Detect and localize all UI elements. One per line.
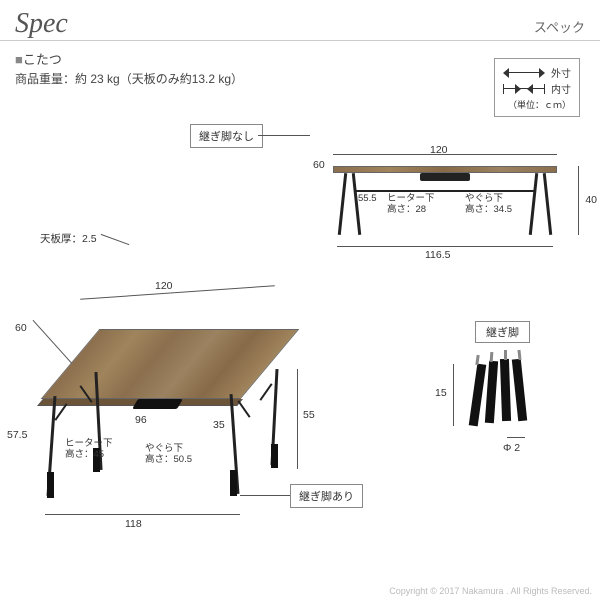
ext-leg-piece [47,472,54,498]
ext-leg-piece [485,361,498,423]
ext-leg-piece [500,359,511,421]
dim-iso-leg-inner: 57.5 [7,429,27,441]
table-leg [529,173,538,235]
ext-legs-detail: 継ぎ脚 15 Φ 2 [445,349,555,489]
dim-line [45,514,240,515]
dim-iso-depth: 60 [15,322,27,334]
header: Spec スペック [0,0,600,41]
dim-line [453,364,454,426]
legend-outer-row: 外寸 [503,65,571,80]
dim-side-yagura: やぐら下 高さ：34.5 [465,194,512,216]
dim-line [578,166,579,235]
dim-iso-yagura: やぐら下 高さ：50.5 [145,444,192,466]
l2: 高さ： [65,449,94,460]
v: 34.5 [494,204,513,215]
dim-iso-height: 55 [303,409,315,421]
with-ext-legs-box: 継ぎ脚あり [290,484,363,508]
table-leg [338,173,347,235]
outer-dim-arrow-icon [503,68,545,78]
side-view-table: 120 60 55.5 ヒーター下 高さ：28 やぐら下 高さ：34.5 40 … [325,154,565,264]
ext-leg-piece [469,364,487,427]
dim-ext-h: 15 [435,387,447,399]
dim-top-thickness: 天板厚：2.5 [40,231,97,246]
leader-line [101,234,130,245]
dim-iso-inner-w: 96 [135,414,147,426]
v: 28 [416,204,427,215]
ext-leg-piece [230,470,237,496]
ext-leg-pin [504,350,507,360]
dim-side-depth: 60 [313,159,325,171]
iso-view-table: 120 60 96 35 57.5 ヒーター下 [25,314,315,504]
no-ext-legs-box: 継ぎ脚なし [190,124,263,148]
diagram-area: 継ぎ脚なし 120 60 55.5 ヒーター下 高さ：28 やぐら下 高さ：34… [0,89,600,559]
l1: ヒーター下 [65,438,113,449]
brace-bar [355,190,535,192]
product-name: こたつ [23,52,62,67]
dim-side-heater: ヒーター下 高さ：28 [387,194,435,216]
dim-iso-inner-d: 35 [213,419,225,431]
l2: 高さ： [387,204,416,215]
ext-legs-title: 継ぎ脚 [475,321,530,343]
v: 55.5 [358,193,377,204]
l2: 高さ： [145,454,174,465]
spec-title-jp: スペック [534,17,585,36]
side-tabletop [333,166,557,173]
ext-leg-piece [512,359,527,422]
l1: ヒーター下 [387,193,435,204]
dim-ext-phi: Φ 2 [503,442,520,454]
dim-line [337,246,553,247]
l1: やぐら下 [145,443,183,454]
spec-title-en: Spec [15,8,68,40]
ext-leg-pin [517,350,521,360]
v: 45 [94,449,105,460]
heater-unit-icon [132,399,183,409]
heater-unit-icon [420,173,470,181]
dim-line [333,154,557,155]
l2: 高さ： [465,204,494,215]
dim-side-bottom-w: 116.5 [425,249,451,261]
dim-iso-bottom-w: 118 [125,518,142,530]
wood-surface [41,329,300,399]
dim-line [297,369,298,469]
leader-line [258,135,310,136]
l1: やぐら下 [465,193,503,204]
table-leg [543,173,552,235]
v: 50.5 [174,454,193,465]
dim-side-inner-h: 55.5 [358,194,377,205]
square-bullet-icon: ■ [15,52,23,67]
legend-outer-label: 外寸 [551,65,571,80]
dim-iso-width: 120 [155,280,173,292]
dim-line [507,437,525,438]
copyright: Copyright © 2017 Nakamura . All Rights R… [389,586,592,596]
dim-side-height: 40 [585,194,597,206]
dim-line [80,285,275,300]
dim-iso-heater: ヒーター下 高さ：45 [65,439,113,461]
ext-leg-piece [271,444,278,468]
leader-line [240,495,290,496]
